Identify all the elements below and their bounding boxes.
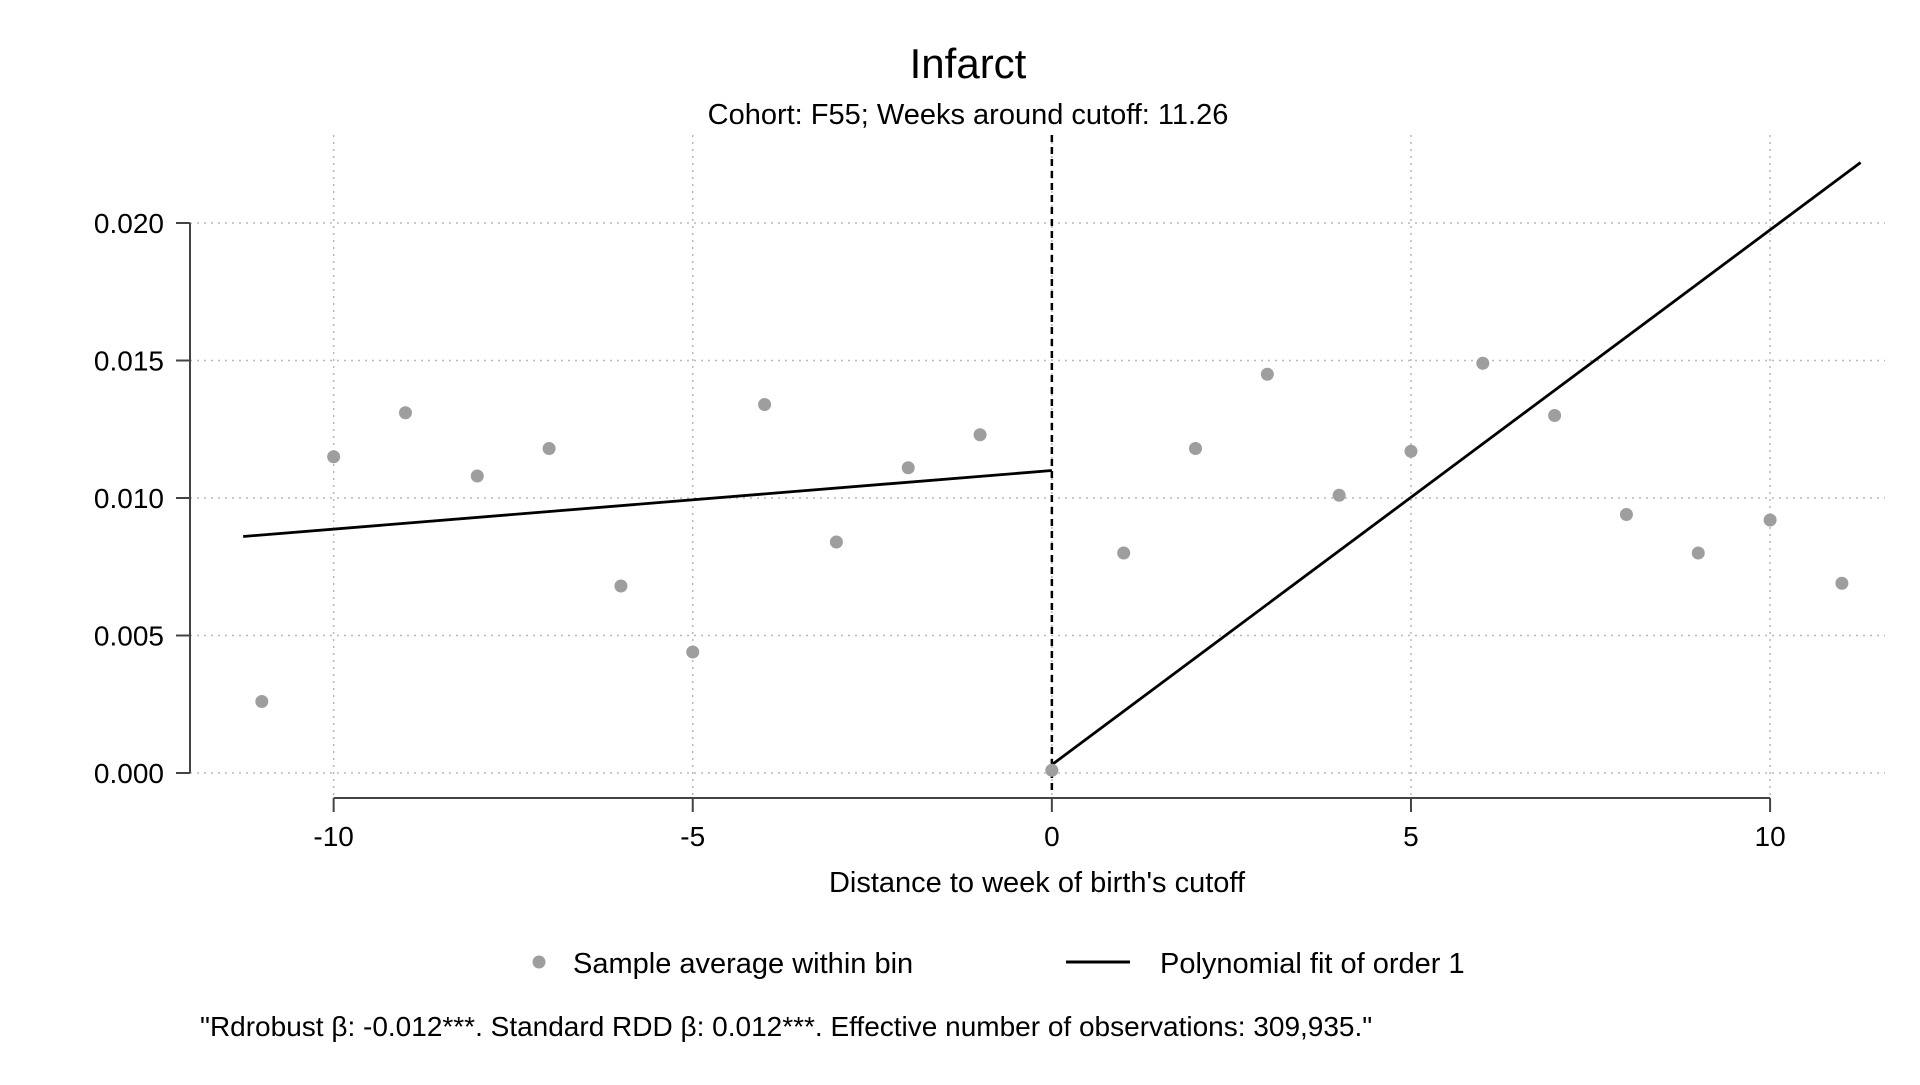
x-tick-label-0: -10 [313,821,353,852]
x-tick-label-1: -5 [680,821,705,852]
legend: Sample average within bin Polynomial fit… [532,948,1465,980]
data-point-14 [1260,367,1274,381]
grid-lines [190,135,1885,795]
x-tick-label-2: 0 [1044,821,1060,852]
data-point-22 [1835,576,1849,590]
data-point-21 [1763,513,1777,527]
data-point-12 [1117,546,1131,560]
legend-marker-scatter [532,955,546,969]
y-tick-label-4: 0.020 [94,208,164,239]
data-point-18 [1548,409,1562,422]
legend-label-scatter: Sample average within bin [573,948,913,980]
data-point-13 [1189,442,1203,455]
data-points [255,356,1849,777]
legend-label-line: Polynomial fit of order 1 [1160,948,1465,980]
data-point-9 [901,461,915,475]
data-point-11 [1045,763,1059,777]
data-point-19 [1619,508,1633,521]
data-point-10 [973,428,987,442]
x-tick-label-3: 5 [1403,821,1419,852]
chart-title: Infarct [910,40,1027,87]
x-tick-label-4: 10 [1755,821,1786,852]
x-axis-label: Distance to week of birth's cutoff [829,867,1246,899]
axes [176,222,1772,812]
data-point-8 [829,535,843,549]
data-point-17 [1476,356,1490,370]
data-point-0 [255,695,269,708]
y-tick-label-3: 0.015 [94,346,164,377]
y-tick-label-2: 0.010 [94,483,164,514]
data-point-16 [1404,444,1418,458]
fit-line-segment-0 [243,469,1052,538]
data-point-6 [686,645,700,659]
data-point-3 [470,469,484,483]
data-point-5 [614,579,628,593]
fit-line-segment-1 [1051,161,1862,766]
fit-lines [243,135,1862,795]
data-point-1 [327,450,341,464]
data-point-15 [1332,488,1346,502]
data-point-4 [542,442,556,455]
data-point-2 [398,406,412,420]
y-tick-label-1: 0.005 [94,621,164,652]
y-tick-label-0: 0.000 [94,758,164,789]
tick-labels: 0.000 0.005 0.010 0.015 0.020 -10 -5 0 5 10 [94,208,1786,852]
data-point-20 [1691,546,1705,560]
data-point-7 [758,398,772,411]
footnote: "Rdrobust β: -0.012***. Standard RDD β: … [200,1011,1372,1042]
chart-subtitle: Cohort: F55; Weeks around cutoff: 11.26 [708,99,1229,131]
